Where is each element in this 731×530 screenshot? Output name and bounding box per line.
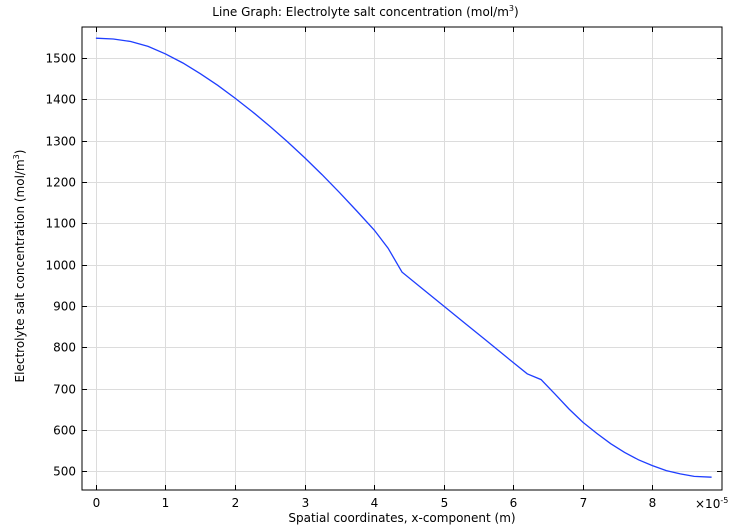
y-axis-label: Electrolyte salt concentration (mol/m3) (12, 149, 27, 383)
x-tick-label: 5 (441, 496, 449, 510)
y-tick-label: 1400 (45, 93, 76, 107)
x-tick-label: 8 (649, 496, 657, 510)
chart-title: Line Graph: Electrolyte salt concentrati… (212, 4, 519, 20)
x-tick-label: 3 (302, 496, 310, 510)
series-line-concentration (95, 37, 712, 478)
x-axis-multiplier: ×10-5 (695, 496, 728, 511)
y-tick-label: 700 (53, 383, 76, 397)
grid-layer (82, 27, 722, 490)
y-tick-label: 800 (53, 341, 76, 355)
x-tick-label: 6 (510, 496, 518, 510)
x-tick-label: 4 (371, 496, 379, 510)
y-tick-label: 1300 (45, 135, 76, 149)
plot-frame (81, 26, 723, 491)
y-tick-label: 1200 (45, 176, 76, 190)
y-tick-label: 900 (53, 300, 76, 314)
y-tick-label: 500 (53, 465, 76, 479)
y-tick-label: 600 (53, 424, 76, 438)
x-tick-label: 2 (232, 496, 240, 510)
y-tick-label: 1000 (45, 259, 76, 273)
x-tick-label: 0 (93, 496, 101, 510)
y-tick-label: 1500 (45, 52, 76, 66)
x-axis-label: Spatial coordinates, x-component (m) (288, 511, 516, 525)
x-tick-label: 7 (580, 496, 588, 510)
y-tick-label: 1100 (45, 217, 76, 231)
tick-layer: 0 1 2 3 4 5 6 7 8 500 600 700 800 900 1000 1100 1200 1300… (45, 27, 722, 510)
x-tick-label: 1 (162, 496, 170, 510)
